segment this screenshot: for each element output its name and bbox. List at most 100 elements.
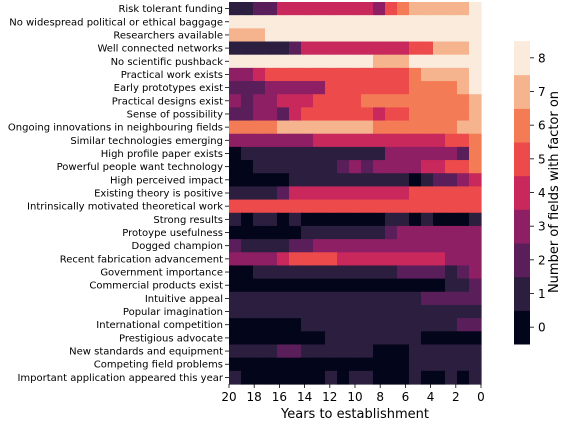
heatmap-cell bbox=[409, 41, 422, 56]
heatmap-cell bbox=[373, 265, 386, 280]
heatmap-cell bbox=[313, 212, 326, 227]
heatmap-cell bbox=[421, 344, 434, 359]
heatmap-cell bbox=[253, 67, 266, 82]
heatmap-cell bbox=[373, 304, 386, 319]
heatmap-cell bbox=[241, 2, 254, 16]
heatmap-cell bbox=[289, 15, 302, 29]
heatmap-cell bbox=[265, 370, 278, 385]
heatmap-cell bbox=[265, 212, 278, 227]
heatmap-cell bbox=[385, 225, 398, 240]
heatmap-cell bbox=[289, 186, 302, 201]
heatmap-cell bbox=[421, 67, 434, 82]
heatmap-cell bbox=[325, 199, 338, 214]
heatmap-cell bbox=[469, 331, 482, 346]
heatmap-cell bbox=[421, 278, 434, 293]
heatmap-cell bbox=[421, 41, 434, 56]
heatmap-cell bbox=[433, 120, 446, 135]
heatmap-cell bbox=[373, 81, 386, 95]
heatmap-cell bbox=[445, 107, 458, 122]
heatmap-cell bbox=[289, 107, 302, 122]
heatmap-cell bbox=[301, 120, 314, 135]
heatmap-cell bbox=[397, 291, 410, 306]
heatmap-cell bbox=[277, 199, 290, 214]
heatmap-cell bbox=[289, 357, 302, 372]
heatmap-cell bbox=[409, 212, 422, 227]
heatmap-cell bbox=[337, 133, 350, 148]
heatmap-cell bbox=[301, 370, 314, 385]
heatmap-cell bbox=[373, 133, 386, 148]
heatmap-cell bbox=[313, 15, 326, 29]
heatmap-cell bbox=[313, 278, 326, 293]
heatmap-cell bbox=[241, 107, 254, 122]
heatmap-cell bbox=[421, 120, 434, 135]
heatmap-cell bbox=[409, 186, 422, 201]
heatmap-cell bbox=[301, 2, 314, 16]
heatmap-cell bbox=[433, 252, 446, 267]
x-tick-labels: 20 18 16 14 12 10 8 6 4 2 0 bbox=[221, 384, 485, 404]
heatmap-cell bbox=[325, 304, 338, 319]
heatmap-cell bbox=[445, 278, 458, 293]
heatmap-cell bbox=[301, 357, 314, 372]
heatmap-cell bbox=[337, 344, 350, 359]
y-tick-label: Intrinsically motivated theoretical work bbox=[27, 202, 223, 213]
heatmap-cell bbox=[265, 160, 278, 174]
heatmap-cell bbox=[313, 146, 326, 161]
heatmap-cell bbox=[457, 331, 470, 346]
heatmap-cell bbox=[265, 41, 278, 56]
heatmap-cell bbox=[361, 54, 374, 69]
heatmap-cell bbox=[373, 107, 386, 122]
heatmap-cell bbox=[433, 212, 446, 227]
heatmap-cell bbox=[361, 304, 374, 319]
heatmap-cell bbox=[361, 344, 374, 359]
heatmap-cell bbox=[253, 370, 266, 385]
heatmap-cell bbox=[409, 94, 422, 108]
heatmap-cell bbox=[361, 94, 374, 108]
x-tick-label: 4 bbox=[427, 390, 435, 404]
heatmap-cell bbox=[349, 120, 362, 135]
heatmap-cell bbox=[325, 2, 338, 16]
heatmap-cell bbox=[301, 225, 314, 240]
heatmap-cell bbox=[241, 199, 254, 214]
heatmap-cell bbox=[421, 107, 434, 122]
heatmap-cell bbox=[289, 278, 302, 293]
heatmap-cell bbox=[445, 81, 458, 95]
heatmap-cell bbox=[373, 160, 386, 174]
heatmap-cell bbox=[277, 252, 290, 267]
heatmap-cell bbox=[337, 186, 350, 201]
y-tick-label: Early prototypes exist bbox=[114, 83, 223, 94]
heatmap-cell bbox=[313, 41, 326, 56]
heatmap-cell bbox=[421, 160, 434, 174]
heatmap-cell bbox=[385, 186, 398, 201]
heatmap-cell bbox=[421, 304, 434, 319]
heatmap-cell bbox=[445, 199, 458, 214]
heatmap-cell bbox=[349, 239, 362, 253]
heatmap-cell bbox=[433, 107, 446, 122]
heatmap-cell bbox=[253, 28, 266, 43]
heatmap-cell bbox=[397, 173, 410, 188]
x-tick-label: 12 bbox=[322, 390, 337, 404]
heatmap-cell bbox=[409, 344, 422, 359]
heatmap-cell bbox=[409, 15, 422, 29]
y-tick-label: No scientific pushback bbox=[111, 57, 224, 68]
heatmap-cell bbox=[445, 173, 458, 188]
heatmap-cell bbox=[361, 331, 374, 346]
heatmap-cell bbox=[469, 2, 482, 16]
heatmap-cell bbox=[229, 212, 242, 227]
heatmap-cell bbox=[445, 120, 458, 135]
heatmap-cell bbox=[337, 278, 350, 293]
heatmap-cell bbox=[241, 41, 254, 56]
heatmap-cell bbox=[301, 160, 314, 174]
heatmap-cell bbox=[469, 291, 482, 306]
heatmap-cell bbox=[397, 331, 410, 346]
heatmap-cell bbox=[361, 212, 374, 227]
heatmap-cell bbox=[373, 15, 386, 29]
heatmap-cell bbox=[433, 357, 446, 372]
heatmap-cell bbox=[409, 54, 422, 69]
heatmap-cell bbox=[421, 186, 434, 201]
heatmap-cell bbox=[421, 28, 434, 43]
heatmap-cell bbox=[445, 212, 458, 227]
heatmap-cell bbox=[349, 133, 362, 148]
heatmap-cell bbox=[433, 2, 446, 16]
heatmap-cell bbox=[229, 28, 242, 43]
heatmap-cell bbox=[421, 54, 434, 69]
